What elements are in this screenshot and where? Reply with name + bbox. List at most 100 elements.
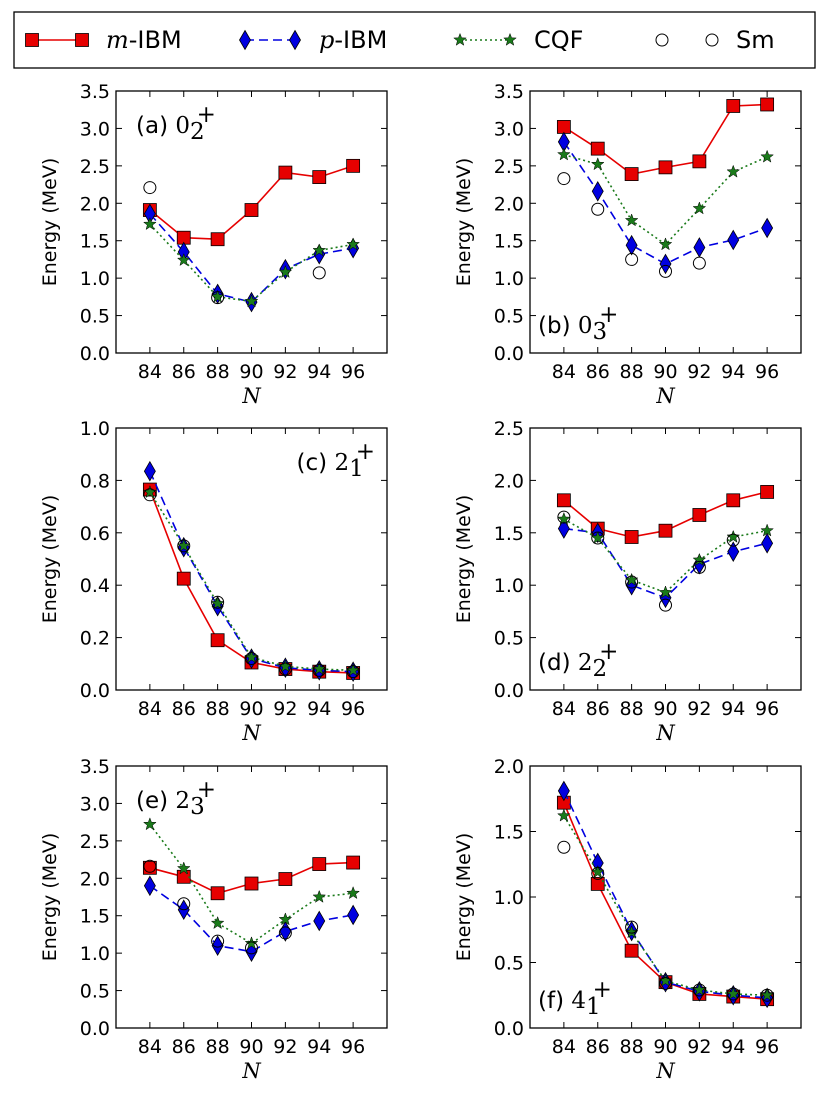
y-tick-label: 1.5 [80, 906, 110, 928]
panel-label: (d) 22+ [538, 639, 618, 682]
panel-d: 0.0 0.5 1.0 1.5 2.0 2.5 84 86 88 90 92 94 96 Energy (… [453, 418, 802, 745]
data-point-cqf [556, 808, 571, 822]
y-tick-label: 2.5 [80, 156, 110, 178]
x-tick-label: 90 [653, 1036, 677, 1058]
data-point-cqf [142, 484, 157, 499]
data-point-cqf [312, 243, 327, 257]
y-tick-label: 1.0 [80, 943, 110, 965]
data-point-sm [557, 510, 571, 524]
y-tick-label: 0.4 [80, 575, 110, 597]
panel-label: (c) 21+ [297, 439, 375, 482]
data-point-sm [177, 897, 191, 911]
x-tick-label: 88 [206, 361, 230, 383]
x-tick-label: 94 [721, 1036, 745, 1058]
axes-frame [529, 427, 802, 691]
series-cqf [556, 808, 775, 1002]
x-tick-label: 96 [341, 361, 365, 383]
data-point-sm [692, 983, 706, 997]
x-tick-label: 96 [341, 698, 365, 720]
x-tick-label: 88 [206, 698, 230, 720]
data-point-sm [312, 266, 326, 280]
data-point-m-ibm [590, 877, 605, 891]
x-axis-title: N [655, 1059, 675, 1083]
data-point-cqf [210, 915, 225, 930]
x-tick-label: 90 [653, 698, 677, 720]
data-point-m-ibm [760, 97, 775, 112]
data-point-m-ibm [278, 872, 293, 886]
y-tick-label: 0.0 [80, 680, 110, 702]
series-sm [557, 510, 740, 612]
x-tick-label: 92 [687, 698, 711, 720]
y-tick-label: 3.0 [80, 118, 110, 140]
panel-a: 0.0 0.5 1.0 1.5 2.0 2.5 3.0 3.5 84 86 88 90 92 94 96 En… [39, 81, 388, 408]
y-tick-label: 0.0 [494, 343, 524, 365]
y-tick-label: 3.5 [494, 81, 524, 103]
data-point-sm [659, 976, 672, 990]
data-point-cqf [176, 252, 191, 267]
data-point-cqf [557, 147, 571, 161]
data-point-sm [278, 662, 292, 676]
x-tick-label: 96 [755, 1036, 779, 1058]
panel-e: 0.0 0.5 1.0 1.5 2.0 2.5 3.0 3.5 84 86 88 90 92 94 96 En… [39, 756, 388, 1083]
axes-frame [529, 765, 802, 1029]
legend-marker-p-ibm [289, 29, 301, 51]
data-point-cqf [143, 817, 157, 831]
legend-label-p-ibm: p-IBM [319, 26, 387, 54]
data-point-m-ibm [726, 493, 741, 508]
data-point-m-ibm [210, 633, 225, 648]
x-tick-label: 92 [687, 1036, 711, 1058]
y-tick-label: 0.5 [494, 953, 524, 975]
data-point-sm [557, 172, 571, 186]
x-tick-label: 92 [273, 361, 297, 383]
data-point-p-ibm [727, 541, 740, 562]
x-tick-label: 92 [273, 698, 297, 720]
data-point-cqf [760, 523, 774, 537]
data-point-m-ibm [760, 485, 775, 499]
x-tick-label: 94 [721, 361, 745, 383]
x-tick-label: 86 [172, 698, 196, 720]
data-point-sm [625, 575, 639, 589]
series-line-m-ibm [563, 802, 768, 1000]
x-tick-label: 84 [552, 361, 576, 383]
data-point-sm [557, 840, 571, 854]
data-point-m-ibm [726, 99, 741, 113]
y-tick-label: 0.5 [494, 628, 524, 650]
y-tick-label: 2.0 [494, 756, 524, 778]
y-axis-title: Energy (MeV) [39, 158, 61, 286]
data-point-p-ibm [591, 181, 604, 202]
legend: m-IBM p-IBM CQF Sm [13, 11, 816, 69]
y-tick-label: 0.5 [80, 306, 110, 328]
legend-marker-sm [705, 33, 719, 47]
data-point-sm [143, 181, 157, 195]
data-point-sm [692, 256, 706, 270]
series-cqf [143, 817, 360, 950]
legend-marker-cqf [503, 32, 517, 46]
data-point-m-ibm [590, 141, 605, 156]
legend-label-cqf: CQF [534, 26, 583, 54]
data-point-cqf [658, 973, 673, 987]
data-point-m-ibm [346, 855, 361, 870]
data-point-cqf [312, 889, 327, 903]
x-tick-label: 88 [620, 698, 644, 720]
y-tick-label: 1.0 [494, 887, 524, 909]
data-point-cqf [143, 217, 157, 231]
y-tick-label: 1.0 [80, 418, 110, 440]
x-tick-label: 96 [341, 1036, 365, 1058]
data-point-p-ibm [693, 237, 706, 258]
data-point-cqf [210, 596, 225, 610]
x-tick-label: 86 [586, 361, 610, 383]
data-point-cqf [176, 861, 191, 875]
data-point-m-ibm [692, 154, 707, 169]
axes-frame [529, 90, 802, 354]
data-point-p-ibm [557, 780, 570, 802]
legend-marker-m-ibm [25, 33, 39, 47]
x-tick-label: 84 [138, 361, 162, 383]
legend-item-p-ibm: p-IBM [239, 26, 387, 54]
x-tick-label: 92 [273, 1036, 297, 1058]
data-point-sm [245, 941, 258, 955]
series-sm [557, 840, 774, 1002]
data-point-cqf [760, 988, 775, 1002]
y-tick-label: 0.5 [494, 306, 524, 328]
series-p-ibm [557, 131, 774, 275]
